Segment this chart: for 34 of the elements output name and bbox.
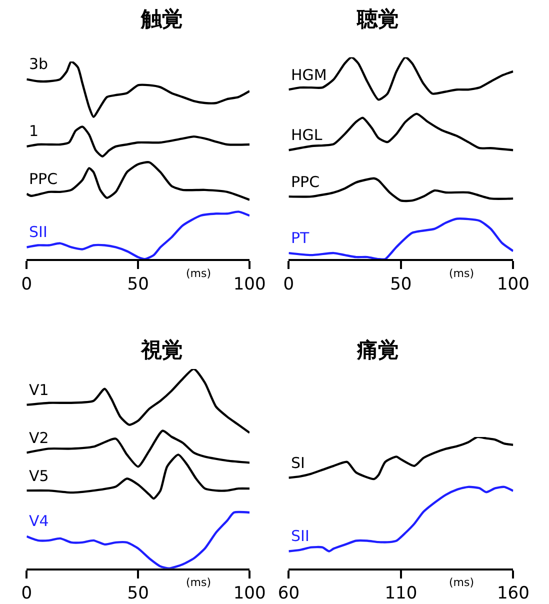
series-label: SII: [29, 223, 48, 241]
series-label: SII: [291, 527, 310, 545]
x-tick-label: 160: [496, 584, 530, 604]
x-axis-title: (ms): [186, 576, 212, 589]
x-tick-label: 50: [127, 274, 149, 294]
x-tick-label: 100: [233, 584, 266, 604]
chart-title: 触覚: [140, 7, 183, 31]
x-axis-title: (ms): [449, 576, 474, 589]
chart-title: 痛覚: [356, 338, 399, 362]
x-tick-label: 100: [233, 274, 266, 294]
series-label: HGM: [291, 66, 327, 84]
x-tick-label: 100: [496, 274, 530, 294]
series-label: PT: [291, 229, 310, 247]
x-tick-label: 110: [384, 584, 418, 604]
x-tick-label: 60: [278, 584, 300, 604]
series-label: V5: [29, 467, 49, 485]
x-tick-label: 50: [390, 274, 412, 294]
x-tick-label: 50: [127, 584, 149, 604]
series-label: 3b: [29, 55, 48, 73]
x-tick-label: 0: [21, 584, 32, 604]
series-label: 1: [29, 122, 39, 140]
series-label: V2: [29, 429, 49, 447]
series-label: V1: [29, 381, 49, 399]
x-tick-label: 0: [21, 274, 32, 294]
series-label: V4: [29, 512, 49, 530]
chart-title: 聴覚: [356, 7, 399, 31]
series-label: HGL: [291, 126, 323, 144]
x-axis-title: (ms): [186, 267, 212, 280]
x-axis-title: (ms): [449, 267, 474, 280]
chart-title: 視覚: [140, 338, 183, 362]
series-label: PPC: [29, 170, 58, 188]
x-tick-label: 0: [283, 274, 294, 294]
series-label: SI: [291, 454, 305, 472]
series-label: PPC: [291, 173, 320, 191]
